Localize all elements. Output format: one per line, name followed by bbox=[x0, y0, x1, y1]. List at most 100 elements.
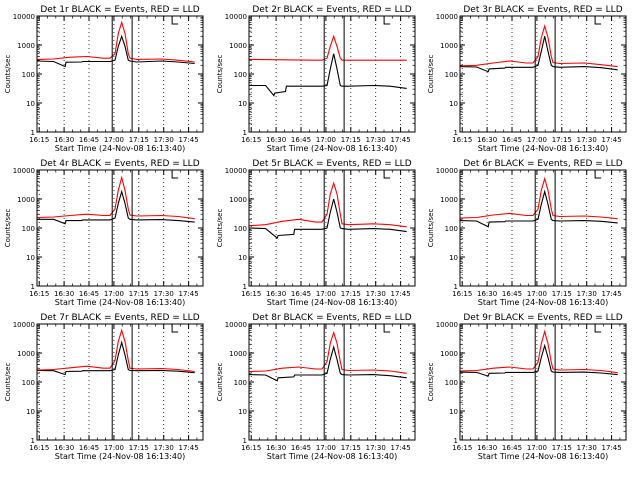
range-bracket bbox=[594, 16, 602, 25]
y-tick-label: 1000 bbox=[440, 350, 458, 358]
series-line-events bbox=[249, 345, 407, 382]
y-tick-label: 10 bbox=[26, 408, 35, 416]
y-tick-label: 10000 bbox=[13, 167, 35, 175]
series-line-lld bbox=[37, 175, 195, 220]
y-tick-label: 10000 bbox=[225, 167, 247, 175]
x-tick-label: 17:30 bbox=[366, 444, 386, 452]
x-tick-label: 16:15 bbox=[29, 136, 49, 144]
x-tick-label: 17:15 bbox=[552, 444, 572, 452]
chart-panel-6: Det 6r BLACK = Events, RED = LLD 1 10 100 10… bbox=[427, 159, 627, 307]
y-tick-label: 10 bbox=[238, 100, 247, 108]
x-tick-label: 16:30 bbox=[54, 290, 74, 298]
x-tick-label: 17:15 bbox=[129, 444, 149, 452]
x-tick-label: 17:30 bbox=[154, 444, 174, 452]
series-line-events bbox=[37, 34, 195, 68]
y-tick-label: 10000 bbox=[13, 13, 35, 21]
chart-panel-3: Det 3r BLACK = Events, RED = LLD 1 10 100 10… bbox=[427, 5, 627, 153]
range-bracket bbox=[171, 170, 179, 179]
x-tick-label: 17:00 bbox=[316, 444, 336, 452]
chart-panel-5: Det 5r BLACK = Events, RED = LLD 1 10 100 10… bbox=[216, 159, 416, 307]
x-axis-label: Start Time (24-Nov-08 16:13:40) bbox=[478, 144, 608, 153]
x-tick-label: 16:15 bbox=[241, 444, 261, 452]
series-line-lld bbox=[37, 20, 195, 63]
x-tick-label: 17:30 bbox=[577, 136, 597, 144]
range-bracket bbox=[383, 170, 391, 179]
y-tick-label: 1 bbox=[454, 129, 458, 137]
y-tick-label: 10 bbox=[238, 408, 247, 416]
plot-frame bbox=[36, 323, 204, 441]
y-tick-label: 10 bbox=[26, 254, 35, 262]
y-tick-label: 10 bbox=[449, 408, 458, 416]
y-tick-label: 100 bbox=[22, 71, 35, 79]
x-tick-label: 16:30 bbox=[266, 136, 286, 144]
chart-title: Det 9r BLACK = Events, RED = LLD bbox=[463, 313, 622, 323]
x-tick-label: 16:30 bbox=[477, 136, 497, 144]
y-axis-label: Counts/sec bbox=[216, 55, 224, 94]
x-tick-label: 17:45 bbox=[179, 444, 199, 452]
range-bracket bbox=[171, 324, 179, 333]
y-tick-label: 100 bbox=[234, 225, 247, 233]
chart-panel-4: Det 4r BLACK = Events, RED = LLD 1 10 100 10… bbox=[4, 159, 204, 307]
series-line-events bbox=[460, 36, 618, 73]
y-tick-label: 100 bbox=[445, 71, 458, 79]
y-tick-label: 1000 bbox=[229, 42, 247, 50]
series-line-lld bbox=[249, 330, 407, 374]
chart-panel-9: Det 9r BLACK = Events, RED = LLD 1 10 100 10… bbox=[427, 313, 627, 461]
x-axis-label: Start Time (24-Nov-08 16:13:40) bbox=[55, 144, 185, 153]
y-tick-label: 10000 bbox=[225, 321, 247, 329]
y-tick-label: 10 bbox=[26, 100, 35, 108]
y-tick-label: 1 bbox=[31, 283, 35, 291]
x-tick-label: 17:30 bbox=[577, 290, 597, 298]
series-line-lld bbox=[249, 181, 407, 228]
x-axis-label: Start Time (24-Nov-08 16:13:40) bbox=[267, 298, 397, 307]
y-axis-label: Counts/sec bbox=[4, 55, 12, 94]
x-axis-label: Start Time (24-Nov-08 16:13:40) bbox=[478, 452, 608, 461]
y-tick-label: 1 bbox=[243, 129, 247, 137]
x-tick-label: 17:30 bbox=[577, 444, 597, 452]
x-tick-label: 16:45 bbox=[502, 290, 522, 298]
x-tick-label: 16:45 bbox=[291, 136, 311, 144]
y-axis-label: Counts/sec bbox=[427, 363, 435, 402]
chart-panel-2: Det 2r BLACK = Events, RED = LLD 1 10 100 10… bbox=[216, 5, 416, 153]
x-tick-label: 17:15 bbox=[129, 290, 149, 298]
y-tick-label: 1000 bbox=[17, 42, 35, 50]
x-tick-label: 17:45 bbox=[179, 136, 199, 144]
x-tick-label: 16:15 bbox=[452, 136, 472, 144]
y-tick-label: 1 bbox=[454, 437, 458, 445]
y-tick-label: 10000 bbox=[436, 167, 458, 175]
x-tick-label: 17:00 bbox=[104, 136, 124, 144]
plot-frame bbox=[459, 323, 627, 441]
chart-title: Det 8r BLACK = Events, RED = LLD bbox=[252, 313, 411, 323]
x-tick-label: 16:15 bbox=[241, 290, 261, 298]
y-axis-label: Counts/sec bbox=[216, 209, 224, 248]
series-line-events bbox=[37, 340, 195, 376]
range-bracket bbox=[594, 170, 602, 179]
x-tick-label: 17:45 bbox=[602, 444, 622, 452]
range-bracket bbox=[594, 324, 602, 333]
x-tick-label: 16:45 bbox=[502, 136, 522, 144]
x-axis-label: Start Time (24-Nov-08 16:13:40) bbox=[267, 144, 397, 153]
y-axis-label: Counts/sec bbox=[4, 209, 12, 248]
x-tick-label: 17:15 bbox=[341, 136, 361, 144]
plot-frame bbox=[36, 169, 204, 287]
x-tick-label: 17:00 bbox=[104, 444, 124, 452]
series-line-lld bbox=[460, 176, 618, 220]
y-tick-label: 100 bbox=[234, 379, 247, 387]
y-tick-label: 10 bbox=[238, 254, 247, 262]
y-axis-label: Counts/sec bbox=[4, 363, 12, 402]
chart-title: Det 6r BLACK = Events, RED = LLD bbox=[463, 159, 622, 169]
chart-title: Det 2r BLACK = Events, RED = LLD bbox=[252, 5, 411, 15]
x-tick-label: 17:00 bbox=[316, 290, 336, 298]
x-tick-label: 17:45 bbox=[602, 290, 622, 298]
x-tick-label: 17:45 bbox=[602, 136, 622, 144]
plot-frame bbox=[36, 15, 204, 133]
y-tick-label: 10000 bbox=[436, 321, 458, 329]
x-tick-label: 16:15 bbox=[452, 444, 472, 452]
x-axis-label: Start Time (24-Nov-08 16:13:40) bbox=[478, 298, 608, 307]
x-tick-label: 17:30 bbox=[154, 290, 174, 298]
x-tick-label: 16:15 bbox=[29, 444, 49, 452]
y-axis-label: Counts/sec bbox=[427, 209, 435, 248]
chart-panel-8: Det 8r BLACK = Events, RED = LLD 1 10 100 10… bbox=[216, 313, 416, 461]
series-line-events bbox=[460, 343, 618, 377]
y-tick-label: 1000 bbox=[229, 196, 247, 204]
